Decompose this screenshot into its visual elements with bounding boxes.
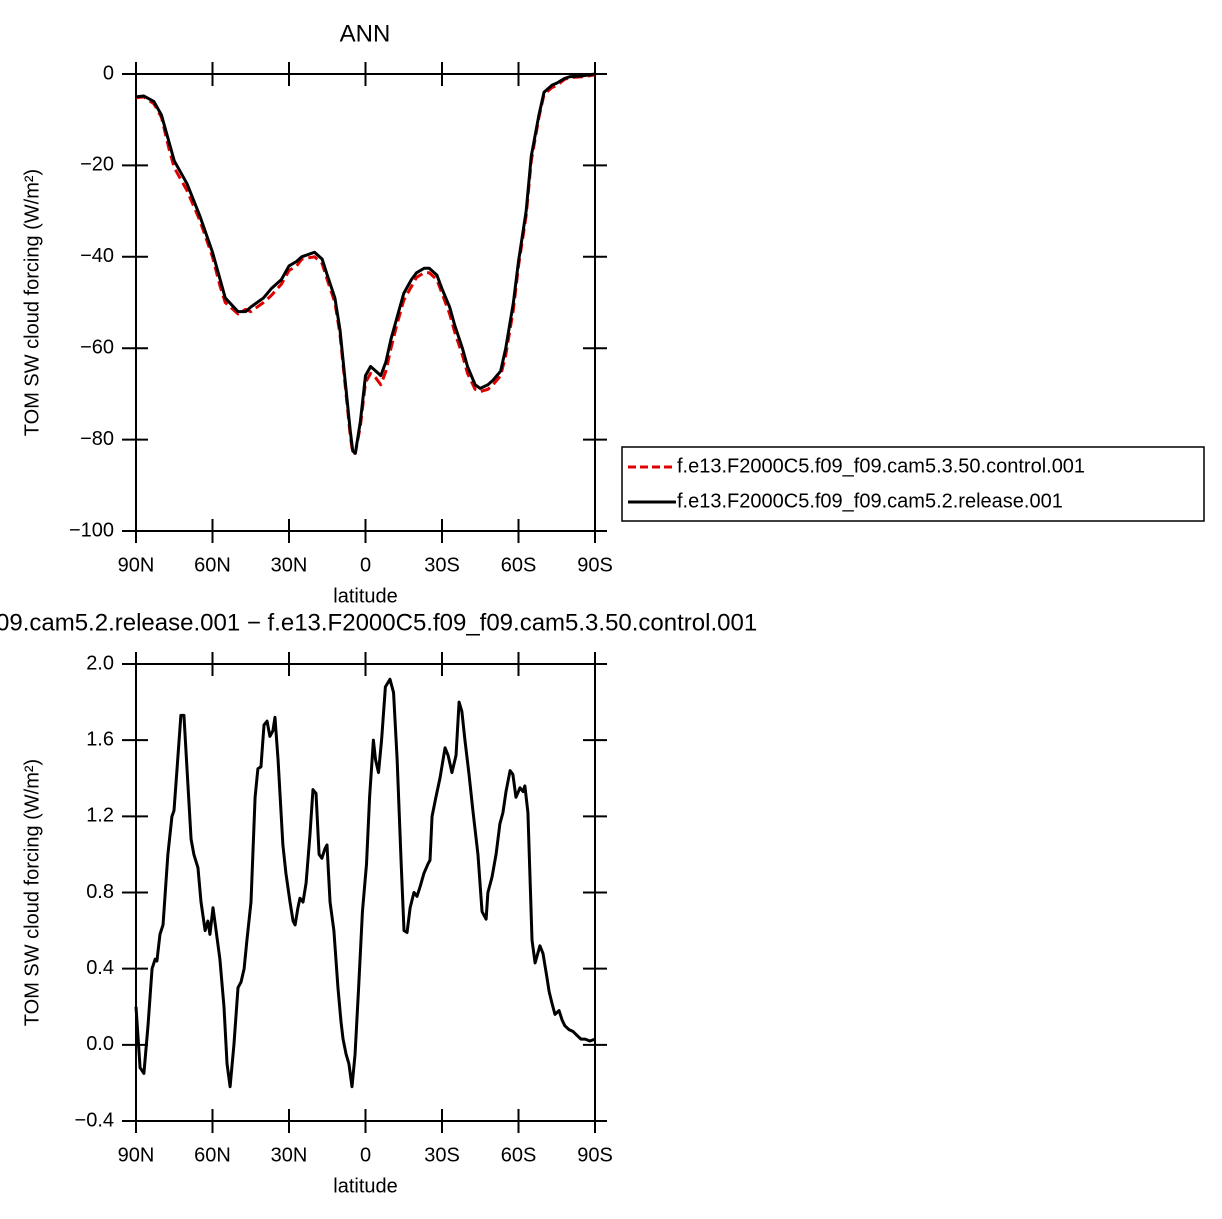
plot-frame [135, 73, 596, 532]
y-tick-label: −0.4 [75, 1109, 114, 1131]
x-tick-label: 30N [271, 1144, 308, 1166]
x-tick-label: 90N [118, 1144, 155, 1166]
series-line [135, 73, 596, 455]
y-tick-label: 0.8 [86, 881, 114, 903]
y-tick-label: −80 [80, 428, 114, 450]
x-tick-label: 30S [424, 1144, 460, 1166]
y-tick-label: 0 [103, 62, 114, 84]
x-tick-label: 90S [577, 554, 613, 576]
x-axis-label: latitude [333, 1175, 398, 1197]
legend-label: f.e13.F2000C5.f09_f09.cam5.3.50.control.… [677, 455, 1085, 477]
legend-box [621, 446, 1205, 522]
chart-title: ANN [340, 20, 391, 47]
series-line [135, 72, 596, 455]
x-tick-label: 60N [194, 1144, 231, 1166]
series-line [134, 677, 596, 1089]
x-tick-label: 0 [360, 1144, 371, 1166]
y-tick-label: 1.6 [86, 728, 114, 750]
y-tick-label: 0.4 [86, 957, 114, 979]
x-tick-label: 60S [501, 554, 537, 576]
y-tick-label: −100 [69, 519, 114, 541]
x-tick-label: 0 [360, 554, 371, 576]
legend-label: f.e13.F2000C5.f09_f09.cam5.2.release.001 [677, 490, 1063, 512]
x-tick-label: 30N [271, 554, 308, 576]
x-tick-label: 90S [577, 1144, 613, 1166]
y-axis-label: TOM SW cloud forcing (W/m²) [21, 169, 43, 436]
y-tick-label: 1.2 [86, 805, 114, 827]
x-tick-label: 60S [501, 1144, 537, 1166]
x-tick-label: 90N [118, 554, 155, 576]
y-tick-label: −40 [80, 245, 114, 267]
y-axis-label: TOM SW cloud forcing (W/m²) [21, 759, 43, 1026]
x-tick-label: 30S [424, 554, 460, 576]
y-tick-label: −60 [80, 336, 114, 358]
y-tick-label: 2.0 [86, 652, 114, 674]
x-tick-label: 60N [194, 554, 231, 576]
x-axis-label: latitude [333, 585, 398, 607]
y-tick-label: 0.0 [86, 1033, 114, 1055]
chart-title: 09.cam5.2.release.001 − f.e13.F2000C5.f0… [0, 609, 757, 636]
y-tick-label: −20 [80, 154, 114, 176]
